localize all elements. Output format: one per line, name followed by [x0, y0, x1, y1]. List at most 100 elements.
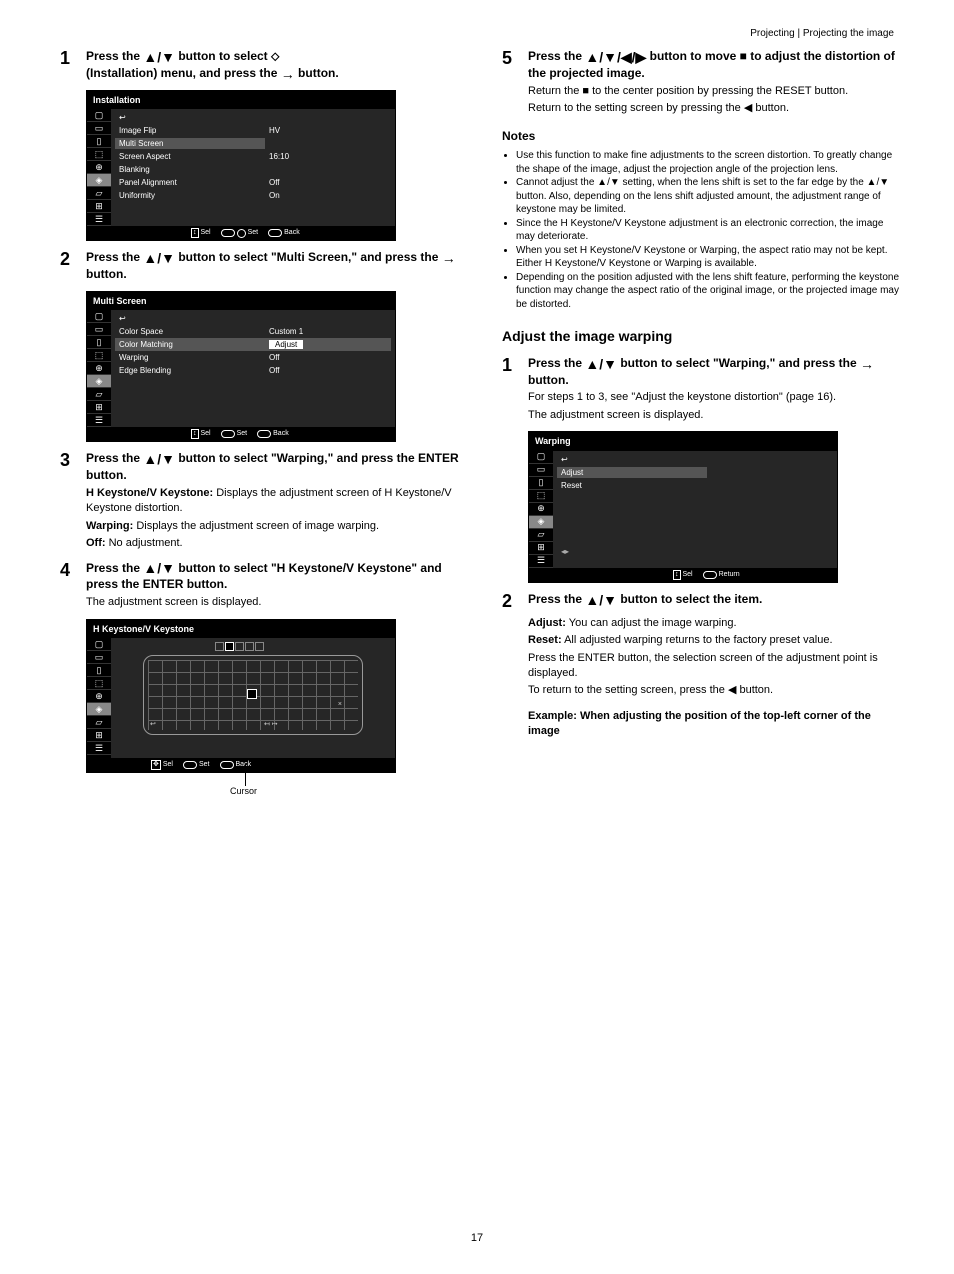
- osd-row: ◂▸: [557, 544, 833, 557]
- warp-step-1: 1 Press the ▲/▼ button to select "Warpin…: [502, 353, 904, 389]
- lr-icon: ↤ ↦: [264, 720, 278, 730]
- arrows-icon: ▲/▼/◀/▶: [585, 50, 646, 64]
- t: Set: [248, 228, 259, 238]
- cursor-pointer-line: [245, 764, 246, 786]
- side-icon: ▱: [87, 388, 111, 401]
- osd-multi-screen: Multi Screen ▢ ▭ ▯ ⬚ ⊕ ◈ ▱ ⊞ ☰ ↩: [86, 291, 396, 443]
- x-icon: ×: [338, 700, 342, 710]
- note-item: When you set H Keystone/V Keystone or Wa…: [516, 244, 904, 271]
- side-icon: ▱: [529, 529, 553, 542]
- d: You can adjust the image warping.: [569, 617, 737, 629]
- side-icon: ⊞: [87, 401, 111, 414]
- side-icon: ▯: [529, 477, 553, 490]
- val: 16:10: [265, 151, 391, 162]
- osd-row: UniformityOn: [115, 189, 391, 202]
- osd-sidebar: ▢ ▭ ▯ ⬚ ⊕ ◈ ▱ ⊞ ☰: [529, 451, 553, 568]
- side-icon: ▯: [87, 664, 111, 677]
- t: Return: [719, 570, 740, 580]
- opt-d: No adjustment.: [109, 537, 183, 549]
- osd-row: [557, 518, 833, 531]
- step-text: Press the ▲/▼ button to select ⬦ (Instal…: [86, 46, 339, 82]
- note-item: Cannot adjust the ▲/▼ setting, when the …: [516, 176, 904, 217]
- side-icon: ▭: [87, 122, 111, 135]
- h: Adjust:: [528, 617, 566, 629]
- osd-row: WarpingOff: [115, 351, 391, 364]
- osd-row: [557, 505, 833, 518]
- label: Multi Screen: [115, 138, 265, 149]
- step-text: Press the ▲/▼ button to select "Warping,…: [86, 448, 462, 484]
- osd-footer: ↕Sel Set Back: [87, 427, 395, 441]
- footer-back: Back: [257, 429, 289, 439]
- side-icon: ▢: [529, 451, 553, 464]
- side-icon: ▯: [87, 336, 111, 349]
- osd-row-highlighted: Multi Screen: [115, 137, 391, 150]
- t: Press the: [86, 250, 143, 264]
- t: Sel: [683, 570, 693, 580]
- side-icon: ⊞: [529, 542, 553, 555]
- osd-row: Panel AlignmentOff: [115, 176, 391, 189]
- d: All adjusted warping returns to the fact…: [564, 634, 832, 646]
- t: Press the: [528, 49, 585, 63]
- osd-keystone: H Keystone/V Keystone ▢ ▭ ▯ ⬚ ⊕ ◈ ▱ ⊞ ☰: [86, 619, 396, 774]
- note: Return to the setting screen by pressing…: [528, 101, 904, 116]
- t: Back: [273, 429, 289, 439]
- osd-footer: ✥Sel Set Back: [87, 758, 395, 772]
- t: button.: [528, 373, 569, 387]
- side-icon: ⬚: [529, 490, 553, 503]
- t: Press the: [528, 356, 585, 370]
- label: Color Matching: [115, 339, 265, 350]
- osd-row: ↩: [557, 453, 833, 466]
- t: Press the: [86, 451, 143, 465]
- right-arrow-icon: →: [442, 251, 456, 265]
- warp-step-2: 2 Press the ▲/▼ button to select the ite…: [502, 589, 904, 614]
- t: button to select: [178, 49, 271, 63]
- side-icon: ⊕: [87, 362, 111, 375]
- option: Off: No adjustment.: [86, 536, 462, 551]
- side-icon: ▯: [87, 135, 111, 148]
- t: button to move: [650, 49, 740, 63]
- osd-keystone-panel: ↩ × ↤ ↦: [111, 638, 395, 758]
- side-icon: ⊞: [87, 729, 111, 742]
- footer-back: Return: [703, 570, 740, 580]
- step-text: Press the ▲/▼ button to select "Warping,…: [528, 353, 904, 389]
- osd-row: Image FlipHV: [115, 124, 391, 137]
- t: Set: [237, 429, 248, 439]
- osd-footer: ↕Sel Return: [529, 568, 837, 582]
- side-icon: ▱: [87, 716, 111, 729]
- step-2: 2 Press the ▲/▼ button to select "Multi …: [60, 247, 462, 283]
- val: Off: [265, 365, 391, 376]
- t: Sel: [201, 429, 211, 439]
- up-down-icon: ▲/▼: [143, 561, 175, 575]
- step-4: 4 Press the ▲/▼ button to select "H Keys…: [60, 558, 462, 594]
- footer-back: Back: [268, 228, 300, 238]
- side-icon: ⬚: [87, 677, 111, 690]
- opt-h: H Keystone/V Keystone:: [86, 487, 213, 499]
- step-text: Press the ▲/▼/◀/▶ button to move ■ to ad…: [528, 46, 904, 82]
- side-icon: ⬚: [87, 349, 111, 362]
- footer-sel: ✥Sel: [151, 760, 173, 770]
- side-icon-selected: ◈: [529, 516, 553, 529]
- osd-main: ↩ Image FlipHV Multi Screen Screen Aspec…: [111, 109, 395, 226]
- note-item: Use this function to make fine adjustmen…: [516, 149, 904, 176]
- up-down-icon: ▲/▼: [585, 593, 617, 607]
- side-icon: ⊞: [87, 200, 111, 213]
- footer-back: Back: [220, 760, 252, 770]
- osd-sidebar: ▢ ▭ ▯ ⬚ ⊕ ◈ ▱ ⊞ ☰: [87, 109, 111, 226]
- side-icon-selected: ◈: [87, 375, 111, 388]
- osd-row: [115, 377, 391, 390]
- side-icon-selected: ◈: [87, 174, 111, 187]
- step-text: Press the ▲/▼ button to select "H Keysto…: [86, 558, 462, 594]
- osd-title: Installation: [87, 91, 395, 110]
- side-icon: ▢: [87, 109, 111, 122]
- step-text: Press the ▲/▼ button to select "Multi Sc…: [86, 247, 462, 283]
- cursor-icon: ■: [740, 49, 747, 63]
- side-icon: ⊕: [87, 161, 111, 174]
- osd-sidebar: ▢ ▭ ▯ ⬚ ⊕ ◈ ▱ ⊞ ☰: [87, 638, 111, 758]
- step-num: 2: [60, 247, 78, 283]
- val: Adjust: [269, 340, 303, 349]
- side-icon: ▢: [87, 638, 111, 651]
- t: Press the: [86, 561, 143, 575]
- option: H Keystone/V Keystone: Displays the adju…: [86, 486, 462, 517]
- notes-list: Use this function to make fine adjustmen…: [516, 149, 904, 311]
- osd-installation: Installation ▢ ▭ ▯ ⬚ ⊕ ◈ ▱ ⊞ ☰ ↩: [86, 90, 396, 242]
